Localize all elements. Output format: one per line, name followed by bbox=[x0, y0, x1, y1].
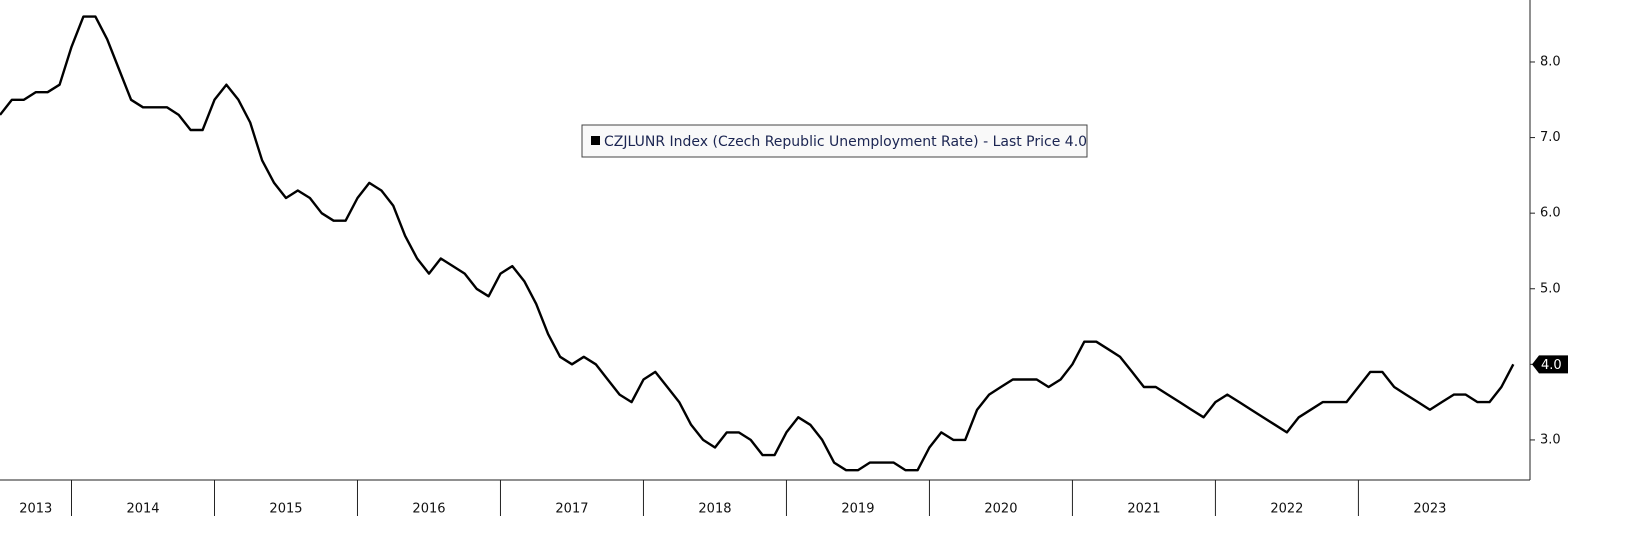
y-tick-label: 7.0 bbox=[1540, 130, 1561, 145]
y-tick-label: 3.0 bbox=[1540, 432, 1561, 447]
x-tick-label: 2018 bbox=[698, 502, 731, 517]
x-tick-label: 2022 bbox=[1270, 502, 1303, 517]
last-price-tag bbox=[1532, 355, 1568, 374]
x-tick-label: 2023 bbox=[1413, 502, 1446, 517]
y-tick-label: 6.0 bbox=[1540, 206, 1561, 221]
x-tick-label: 2015 bbox=[269, 502, 302, 517]
x-tick-label: 2017 bbox=[555, 502, 588, 517]
x-tick-label: 2016 bbox=[412, 502, 445, 517]
plot bbox=[0, 15, 1515, 516]
legend-box bbox=[581, 124, 1088, 158]
y-tick-label: 5.0 bbox=[1540, 281, 1561, 296]
legend-label: CZJLUNR Index (Czech Republic Unemployme… bbox=[604, 134, 1087, 150]
last-price-label: 4.0 bbox=[1541, 358, 1562, 373]
x-tick-label: 2021 bbox=[1127, 502, 1160, 517]
legend: CZJLUNR Index (Czech Republic Unemployme… bbox=[581, 124, 1088, 158]
y-tick-label: 8.0 bbox=[1540, 54, 1561, 69]
x-tick-label: 2014 bbox=[126, 502, 159, 517]
x-tick-label: 2020 bbox=[984, 502, 1017, 517]
x-tick-label: 2013 bbox=[19, 502, 52, 517]
legend-swatch bbox=[591, 136, 600, 145]
x-tick-label: 2019 bbox=[841, 502, 874, 517]
series-line bbox=[0, 15, 1515, 472]
